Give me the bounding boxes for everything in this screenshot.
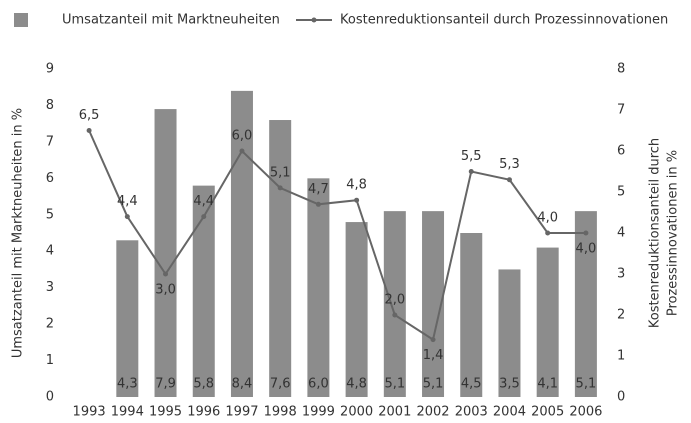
bar-value-label: 4,1 — [537, 377, 558, 392]
y-axis-label: Umsatzanteil mit Marktneuheiten in % — [11, 108, 26, 358]
line-value-label: 6,0 — [232, 129, 253, 144]
line-marker — [239, 148, 245, 154]
y-tick-label: 5 — [46, 207, 54, 222]
line-value-label: 4,0 — [576, 242, 597, 257]
y-tick-label: 2 — [46, 317, 54, 332]
bar — [154, 109, 177, 397]
y-tick-label: 8 — [46, 98, 54, 113]
bar — [192, 185, 215, 397]
y-tick-label: 3 — [46, 280, 54, 295]
bar-value-label: 5,8 — [193, 377, 214, 392]
bar — [422, 211, 445, 397]
line-value-label: 2,0 — [384, 293, 405, 308]
line — [88, 130, 586, 342]
bar — [307, 178, 330, 397]
y-tick-label: 0 — [46, 390, 54, 405]
bar — [536, 247, 559, 397]
line-marker — [315, 201, 321, 207]
y2-tick-label: 7 — [617, 103, 625, 118]
y2-tick-label: 8 — [617, 62, 625, 77]
line-value-label: 5,3 — [499, 157, 520, 172]
line-marker — [354, 197, 360, 203]
y2-tick-label: 4 — [617, 226, 625, 241]
line-value-label: 4,4 — [193, 194, 214, 209]
x-tick-label: 1999 — [302, 405, 335, 420]
line-marker — [506, 177, 512, 183]
y2-axis-label: Kostenreduktionsanteil durch — [648, 138, 663, 328]
legend-label: Umsatzanteil mit Marktneuheiten — [62, 13, 280, 28]
bar — [574, 211, 597, 397]
bar-value-label: 7,9 — [155, 377, 176, 392]
x-tick-label: 2004 — [493, 405, 526, 420]
line-value-label: 1,4 — [423, 348, 444, 363]
line-value-label: 4,8 — [346, 178, 367, 193]
bar — [116, 240, 139, 397]
line-marker — [277, 185, 283, 191]
y2-tick-label: 6 — [617, 144, 625, 159]
y-tick-label: 9 — [46, 62, 54, 77]
y2-tick-label: 3 — [617, 267, 625, 282]
y2-tick-label: 0 — [617, 390, 625, 405]
line-value-label: 4,0 — [537, 211, 558, 226]
bar — [230, 90, 253, 397]
bar — [345, 222, 368, 397]
legend-label: Kostenreduktionsanteil durch Prozessinno… — [340, 13, 668, 28]
bar-value-label: 6,0 — [308, 377, 329, 392]
line-marker — [468, 169, 474, 174]
y2-axis-label: Prozessinnovationen in % — [666, 150, 681, 316]
bar-value-label: 4,3 — [117, 377, 138, 392]
bar-value-label: 8,4 — [232, 377, 253, 392]
legend-swatch — [14, 13, 28, 27]
bar — [269, 120, 292, 398]
bar — [460, 233, 483, 397]
bar-value-label: 4,8 — [346, 377, 367, 392]
bar — [498, 269, 521, 397]
x-tick-label: 1993 — [73, 405, 106, 420]
line-marker — [430, 337, 436, 343]
bar-value-label: 5,1 — [384, 377, 405, 392]
x-tick-label: 2003 — [455, 405, 488, 420]
y2-tick-label: 2 — [617, 308, 625, 323]
bar-value-label: 7,6 — [270, 377, 291, 392]
x-tick-label: 1996 — [187, 405, 220, 420]
x-tick-label: 1995 — [149, 405, 182, 420]
line-marker — [86, 128, 92, 133]
bar-value-label: 4,5 — [461, 377, 482, 392]
y2-tick-label: 1 — [617, 349, 625, 364]
y2-tick-label: 5 — [617, 185, 625, 200]
line-value-label: 6,5 — [79, 108, 100, 123]
y-tick-label: 7 — [46, 134, 54, 149]
x-tick-label: 2006 — [569, 405, 602, 420]
y-tick-label: 6 — [46, 171, 54, 186]
line-value-label: 4,4 — [117, 194, 138, 209]
x-tick-label: 2000 — [340, 405, 373, 420]
x-tick-label: 1997 — [225, 405, 258, 420]
y-tick-label: 4 — [46, 244, 54, 259]
line-value-label: 5,5 — [461, 149, 482, 164]
line-marker — [392, 312, 398, 318]
line-value-label: 4,7 — [308, 182, 329, 197]
line-marker — [163, 271, 169, 277]
x-tick-label: 1994 — [111, 405, 144, 420]
line-value-label: 5,1 — [270, 165, 291, 180]
bar-value-label: 5,1 — [423, 377, 444, 392]
line-marker — [545, 230, 551, 236]
line-marker — [124, 214, 130, 220]
bar-value-label: 3,5 — [499, 377, 520, 392]
bar-value-label: 5,1 — [576, 377, 597, 392]
legend-marker — [311, 17, 317, 23]
x-tick-label: 2005 — [531, 405, 564, 420]
x-tick-label: 1998 — [264, 405, 297, 420]
y-tick-label: 1 — [46, 353, 54, 368]
bar — [383, 211, 406, 397]
x-tick-label: 2002 — [416, 405, 449, 420]
x-tick-label: 2001 — [378, 405, 411, 420]
line-marker — [201, 214, 207, 220]
line-value-label: 3,0 — [155, 283, 176, 298]
line-marker — [583, 230, 589, 236]
